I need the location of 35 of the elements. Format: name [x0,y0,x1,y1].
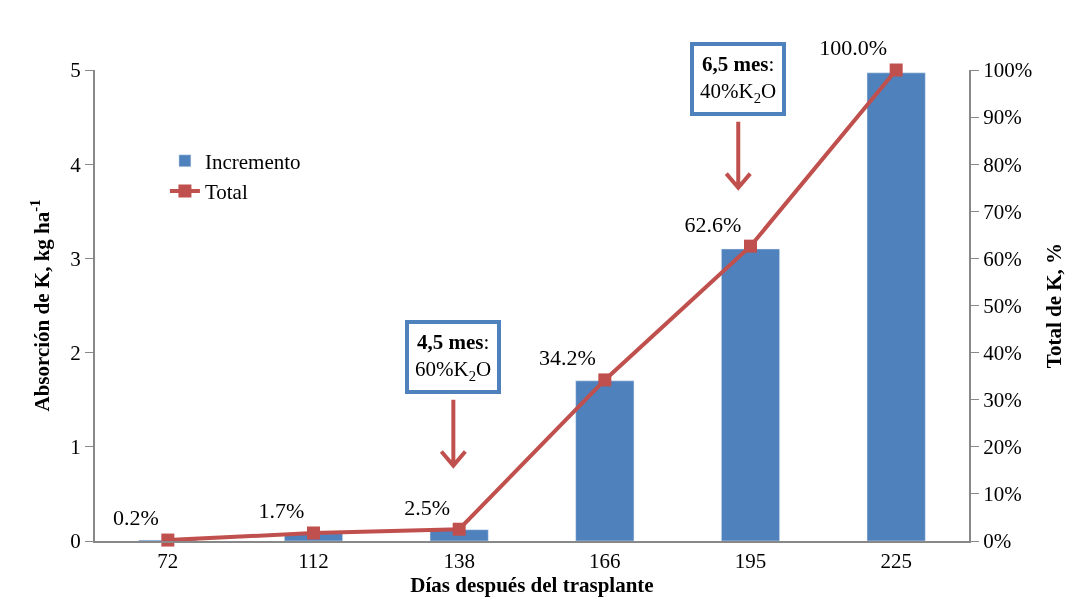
y-tick-label: 2 [70,340,81,365]
annotation: 6,5 mes: 40%K$_{2}$O [700,52,777,106]
x-axis-title: Días después del trasplante [410,573,654,598]
data-label: 2.5% [404,494,451,520]
y-tick-label: 1 [70,435,81,460]
y-tick-label: 5 [70,58,81,83]
data-label: 62.6% [684,211,742,237]
y-tick-label: 3 [70,246,81,271]
y2-tick-label: 40% [983,340,1022,365]
y-tick-label: 4 [70,152,82,177]
data-label: 0.2% [112,505,159,531]
x-tick-label: 72 [157,549,179,574]
y2-tick-label: 60% [983,246,1022,271]
y-tick-label: 0 [70,529,81,554]
data-label: 100.0% [819,35,888,61]
y2-tick-label: 80% [983,152,1022,177]
x-tick-label: 195 [734,549,767,574]
y2-tick-label: 30% [983,388,1022,413]
data-label: 34.2% [538,345,596,371]
legend-label: Total [204,180,248,205]
legend-label: Incremento [204,149,301,174]
y2-tick-label: 0% [983,529,1012,554]
y2-tick-label: 10% [983,482,1022,507]
y2-tick-label: 100% [983,58,1033,83]
y2-tick-label: 70% [983,199,1022,224]
x-tick-label: 166 [589,549,621,574]
y2-tick-label: 90% [983,105,1022,130]
x-tick-label: 112 [298,549,329,574]
x-tick-label: 225 [880,549,912,574]
y2-axis-title: Total de K, % [1041,242,1066,369]
annotation: 4,5 mes: 60%K$_{2}$O [415,330,492,384]
data-label: 1.7% [258,498,305,524]
x-tick-label: 138 [443,549,475,574]
y2-tick-label: 50% [983,293,1022,318]
y2-tick-label: 20% [983,435,1022,460]
